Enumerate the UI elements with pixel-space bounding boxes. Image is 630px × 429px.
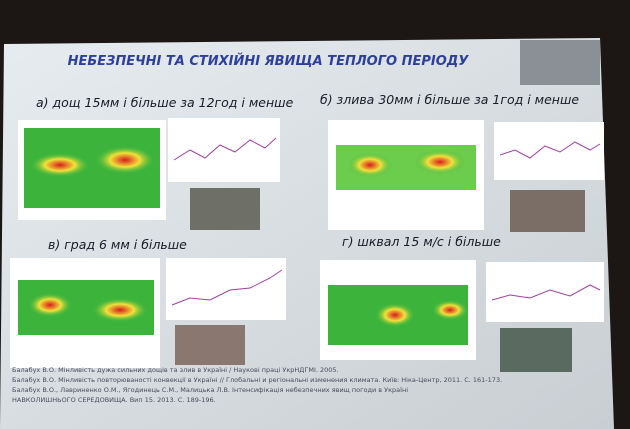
panel-caption: в) град 6 мм і більше: [48, 237, 187, 252]
slide-title: НЕБЕЗПЕЧНІ ТА СТИХІЙНІ ЯВИЩА ТЕПЛОГО ПЕР…: [68, 53, 470, 69]
reference: Балабух В.О. Мінливість дужа сильних дощ…: [12, 366, 339, 374]
reference: Балабух В.О. Мінливість повторюваності к…: [12, 376, 502, 384]
reference: Балабух В.О., Лавриненко О.М., Ягодинець…: [12, 386, 408, 394]
reference: НАВКОЛИШНЬОГО СЕРЕДОВИЩА. Вип 15. 2013. …: [12, 396, 216, 404]
slide-image: [520, 40, 600, 85]
panel-caption: а) дощ 15мм і більше за 12год і менше: [36, 95, 294, 110]
panel-caption: г) шквал 15 м/с і більше: [342, 234, 501, 249]
panel-caption: б) злива 30мм і більше за 1год і менше: [320, 92, 579, 107]
figures: [10, 118, 604, 372]
